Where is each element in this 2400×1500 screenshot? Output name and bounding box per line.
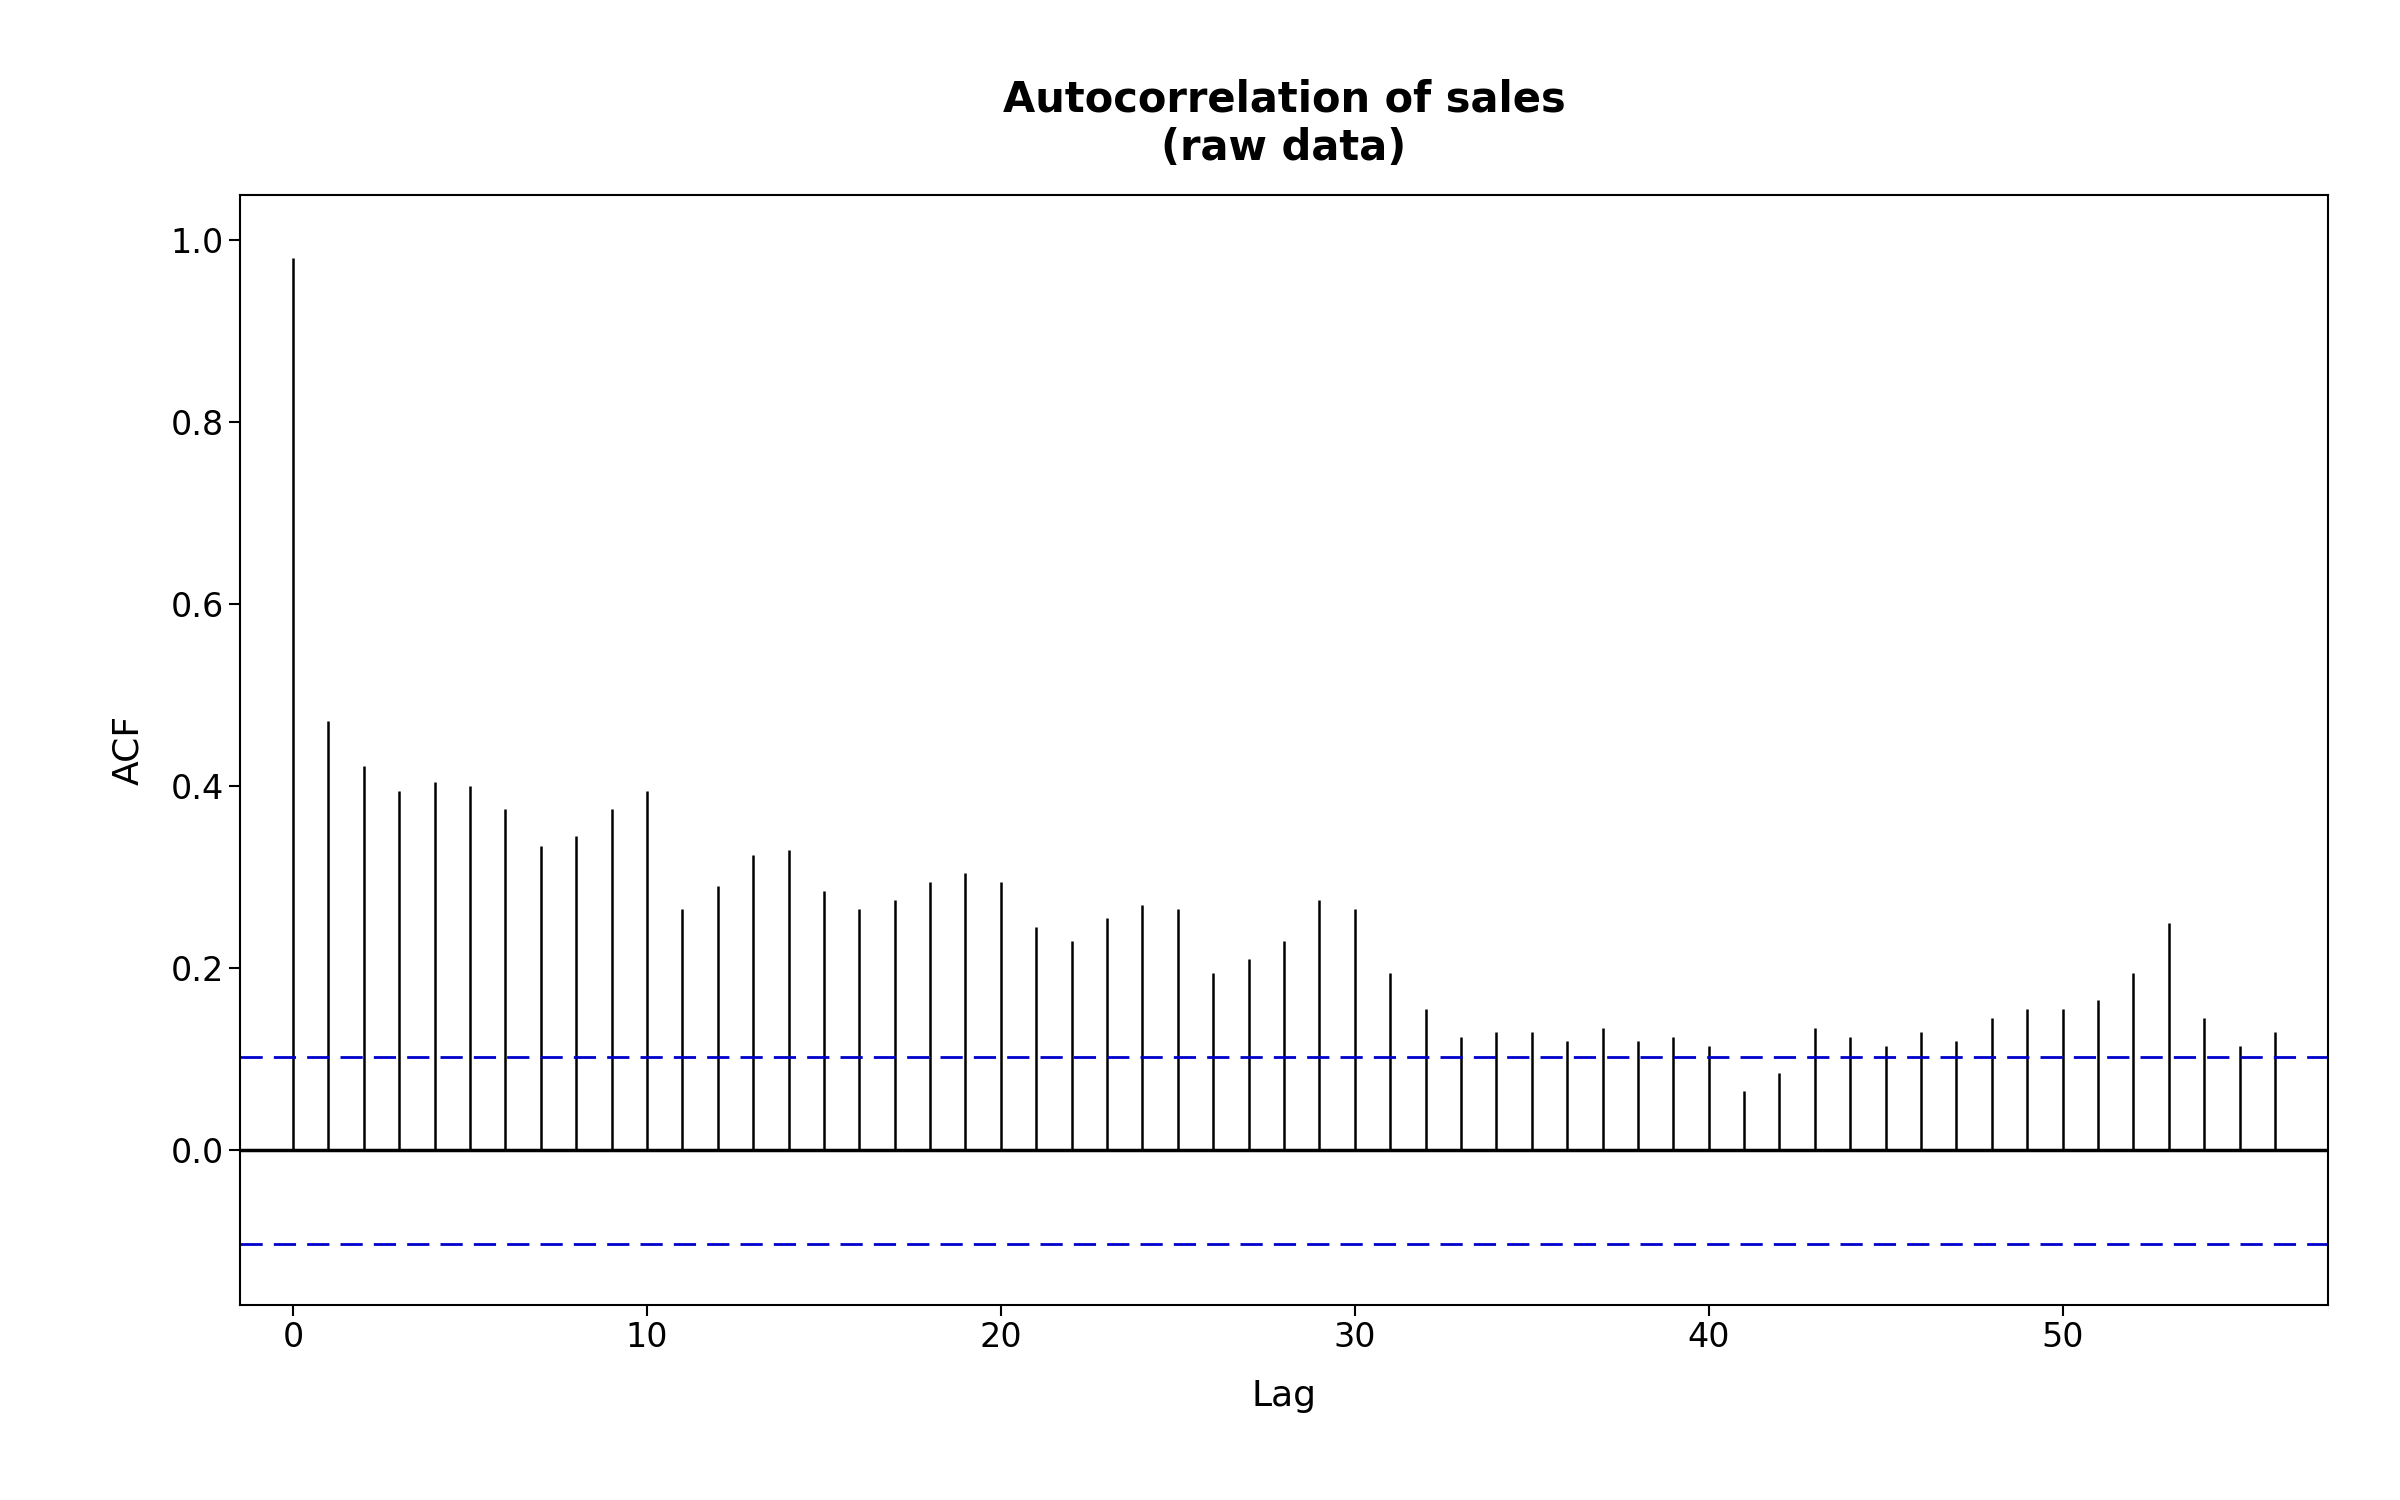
X-axis label: Lag: Lag <box>1250 1378 1318 1413</box>
Title: Autocorrelation of sales
(raw data): Autocorrelation of sales (raw data) <box>1003 78 1565 170</box>
Y-axis label: ACF: ACF <box>113 716 146 784</box>
